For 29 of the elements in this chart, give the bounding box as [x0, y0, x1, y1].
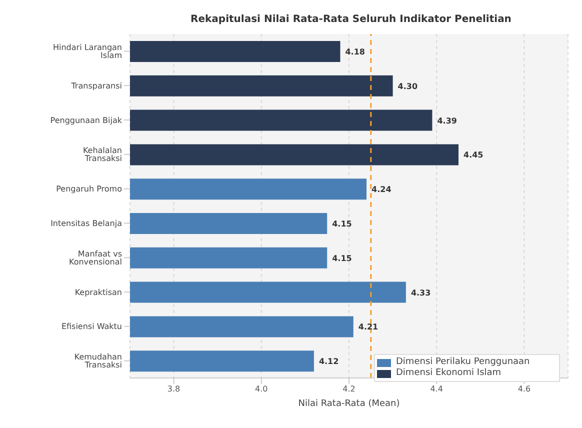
y-tick-label: Penggunaan Bijak	[50, 116, 122, 125]
x-tick-label: 4.4	[430, 384, 443, 394]
x-tick-label: 4.0	[255, 384, 268, 394]
x-tick-label: 4.6	[518, 384, 531, 394]
x-tick-label: 3.8	[167, 384, 180, 394]
y-tick-label: Kehalalan Transaksi	[82, 146, 122, 164]
x-axis-title: Nilai Rata-Rata (Mean)	[298, 399, 400, 409]
y-tick-label: Hindari Larangan Islam	[52, 43, 122, 60]
data-label: 4.18	[345, 48, 366, 56]
y-tick-label: Kemudahan Transaksi	[74, 352, 122, 370]
y-tick-label: Efisiensi Waktu	[61, 322, 122, 332]
data-label: 4.15	[332, 220, 352, 228]
data-label: 4.33	[410, 288, 431, 298]
y-tick-label: Pengaruh Promo	[56, 184, 122, 194]
data-label: 4.15	[332, 254, 352, 263]
data-label: 4.12	[318, 357, 339, 366]
legend-label: Dimensi Perilaku Penggunaan	[396, 357, 530, 368]
data-label: 4.45	[464, 150, 484, 160]
data-label: 4.30	[398, 82, 418, 91]
y-tick-label: Manfaat vs Konvensional	[68, 249, 122, 266]
x-tick-label: 4.2	[342, 384, 356, 394]
y-tick-label: Intensitas Belanja	[50, 219, 122, 228]
y-tick-label: Transparansi	[70, 81, 122, 90]
y-tick-label: Kepraktisan	[74, 288, 122, 297]
legend-label: Dimensi Ekonomi Islam	[396, 368, 502, 379]
data-label: 4.21	[358, 322, 379, 332]
data-label: 4.39	[437, 116, 458, 126]
data-label: 4.24	[372, 185, 392, 194]
chart-title: Rekapitulasi Nilai Rata-Rata Seluruh Indikator Penelitian	[190, 13, 512, 27]
